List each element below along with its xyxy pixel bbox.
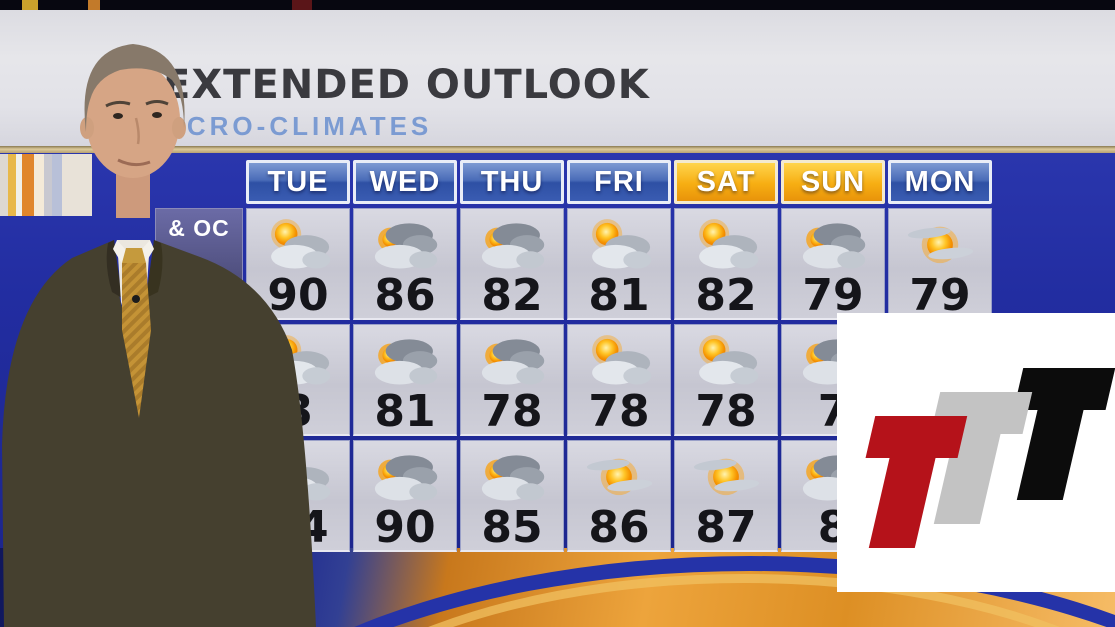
lavalier-mic	[132, 295, 140, 303]
page-subtitle: MICRO-CLIMATES	[150, 111, 433, 141]
day-header-mon: MON	[888, 160, 992, 204]
page-title: EXTENDED OUTLOOK	[163, 62, 650, 108]
mostly-cloudy-icon	[369, 450, 441, 508]
presenter-nose	[134, 117, 140, 145]
top-letterbox-bar	[0, 0, 1115, 10]
graphics-title-area: EXTENDED OUTLOOK MICRO-CLIMATES	[0, 10, 1115, 147]
mostly-cloudy-icon	[476, 334, 548, 392]
temperature-value: 86	[588, 502, 650, 552]
forecast-cell-sat-row3: 87	[674, 440, 778, 552]
forecast-cell-fri-row2: 78	[567, 324, 671, 436]
forecast-cell-wed-row3: 90	[353, 440, 457, 552]
mostly-cloudy-icon	[369, 218, 441, 276]
day-header-tue: TUE	[246, 160, 350, 204]
presenter-suit	[2, 240, 316, 627]
presenter-ear	[80, 117, 94, 139]
forecast-cell-mon-row1: 79	[888, 208, 992, 320]
temperature-value: 78	[481, 386, 543, 436]
partly-cloudy-icon	[690, 218, 762, 276]
weather-presenter	[2, 44, 316, 627]
forecast-cell-thu-row3: 85	[460, 440, 564, 552]
forecast-cell-fri-row1: 81	[567, 208, 671, 320]
mostly-cloudy-icon	[369, 334, 441, 392]
gold-divider	[0, 146, 1115, 153]
tie-knot	[122, 248, 146, 263]
temperature-value: 81	[588, 270, 650, 320]
studio-light-streak	[292, 0, 312, 10]
mostly-cloudy-icon	[476, 218, 548, 276]
presenter-eye	[152, 112, 162, 118]
partly-cloudy-icon	[583, 218, 655, 276]
temperature-value: 79	[802, 270, 864, 320]
temperature-value: 90	[374, 502, 436, 552]
temperature-value: 90	[267, 270, 329, 320]
temperature-value: 85	[481, 502, 543, 552]
presenter-tie	[122, 263, 151, 418]
presenter-eyebrow	[105, 100, 131, 108]
day-header-wed: WED	[353, 160, 457, 204]
logo-letter-t-3	[845, 416, 968, 548]
presenter-face	[86, 62, 180, 178]
day-header-fri: FRI	[567, 160, 671, 204]
temperature-value: 86	[374, 270, 436, 320]
forecast-cell-sun-row1: 79	[781, 208, 885, 320]
presenter-ear	[172, 117, 186, 139]
mostly-cloudy-icon	[476, 450, 548, 508]
day-header-sat: SAT	[674, 160, 778, 204]
station-logo-box	[837, 313, 1115, 592]
presenter-eye	[113, 113, 123, 119]
temperature-value: 81	[374, 386, 436, 436]
studio-set-stripes	[0, 154, 92, 216]
suit-lapel	[106, 240, 122, 298]
temperature-value: 82	[481, 270, 543, 320]
day-header-thu: THU	[460, 160, 564, 204]
forecast-cell-sat-row1: 82	[674, 208, 778, 320]
presenter-hair	[84, 44, 185, 132]
temperature-value: 87	[695, 502, 757, 552]
forecast-cell-fri-row3: 86	[567, 440, 671, 552]
forecast-cell-thu-row2: 78	[460, 324, 564, 436]
studio-light-streak	[88, 0, 100, 10]
suit-lapel	[146, 240, 163, 298]
hazy-sun-icon	[583, 450, 655, 508]
partly-cloudy-icon	[583, 334, 655, 392]
presenter-eyebrow	[145, 100, 169, 106]
mostly-cloudy-icon	[797, 218, 869, 276]
forecast-cell-wed-row2: 81	[353, 324, 457, 436]
temperature-value: 82	[695, 270, 757, 320]
hazy-sun-icon	[904, 218, 976, 276]
hazy-sun-icon	[690, 450, 762, 508]
forecast-cell-thu-row1: 82	[460, 208, 564, 320]
temperature-value: 78	[695, 386, 757, 436]
temperature-value: 78	[588, 386, 650, 436]
studio-light-streak	[22, 0, 38, 10]
temperature-value: 79	[909, 270, 971, 320]
region-label: & OC	[168, 215, 230, 241]
day-header-sun: SUN	[781, 160, 885, 204]
presenter-mouth	[117, 158, 151, 167]
forecast-cell-wed-row1: 86	[353, 208, 457, 320]
partly-cloudy-icon	[262, 218, 334, 276]
forecast-cell-sat-row2: 78	[674, 324, 778, 436]
partly-cloudy-icon	[690, 334, 762, 392]
